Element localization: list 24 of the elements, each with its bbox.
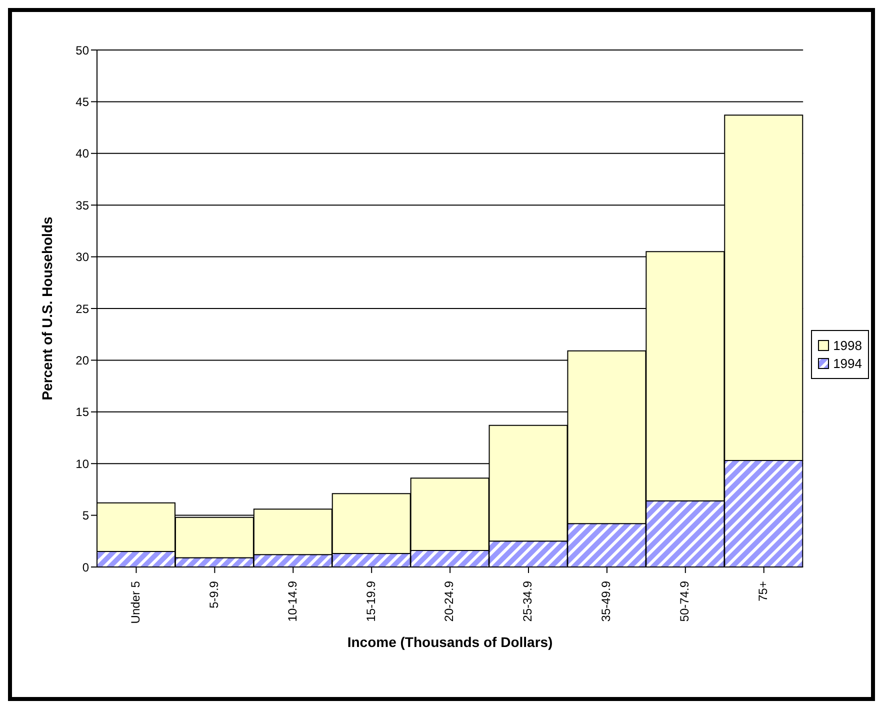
y-axis-title: Percent of U.S. Households <box>38 216 55 400</box>
y-tick-label: 25 <box>76 302 90 316</box>
y-tick-label: 30 <box>76 250 90 264</box>
x-tick-label: 75+ <box>756 581 770 602</box>
y-tick-label: 0 <box>82 560 90 574</box>
x-tick-label: 5-9.9 <box>206 580 221 608</box>
y-tick-label: 15 <box>76 405 90 420</box>
y-tick-label: 5 <box>82 508 90 523</box>
legend-label: 1994 <box>833 356 862 371</box>
legend-label: 1998 <box>833 338 862 353</box>
y-tick-label: 10 <box>76 456 90 471</box>
x-tick-label: 10-14.9 <box>285 580 300 622</box>
x-tick-label: Under 5 <box>128 580 142 624</box>
y-tick-label: 45 <box>76 94 90 109</box>
x-tick-label: 20-24.9 <box>442 580 456 622</box>
x-tick-label: 35-49.9 <box>599 580 614 622</box>
y-tick-label: 20 <box>76 353 90 368</box>
x-tick-label: 25-34.9 <box>520 580 535 622</box>
y-tick-label: 50 <box>76 43 90 58</box>
y-tick-label: 35 <box>76 198 90 212</box>
y-tick-label: 40 <box>76 146 90 161</box>
x-axis-title: Income (Thousands of Dollars) <box>347 634 553 650</box>
x-tick-label: 50-74.9 <box>678 580 692 622</box>
x-tick-label: 15-19.9 <box>364 580 378 622</box>
